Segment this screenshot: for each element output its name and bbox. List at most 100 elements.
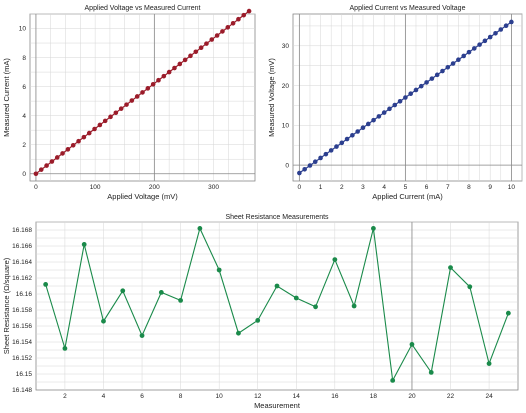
- data-point: [230, 20, 236, 26]
- data-point: [220, 29, 225, 34]
- x-tick-label: 7: [446, 184, 450, 191]
- y-tick-label: 0: [285, 162, 289, 169]
- data-point: [124, 102, 129, 107]
- x-axis-label: Measurement: [254, 401, 301, 410]
- x-tick-label: 12: [254, 393, 262, 400]
- data-point: [60, 151, 65, 156]
- data-point: [440, 68, 445, 74]
- data-point: [418, 83, 424, 89]
- data-point: [509, 19, 514, 25]
- data-point: [49, 159, 55, 164]
- y-tick-label: 16.15: [16, 371, 33, 378]
- x-tick-label: 1: [319, 184, 323, 191]
- data-point: [209, 37, 215, 42]
- y-axis-label: Measured Voltage (mV): [267, 58, 276, 137]
- data-point: [86, 130, 92, 136]
- minor-gridlines: [30, 13, 255, 181]
- x-tick-label: 5: [404, 184, 408, 191]
- data-point: [429, 76, 435, 81]
- y-tick-label: 16.154: [12, 339, 32, 346]
- data-point: [498, 27, 504, 32]
- data-point: [166, 69, 172, 75]
- data-point: [140, 90, 145, 95]
- data-point: [466, 49, 472, 55]
- x-tick-label: 9: [488, 184, 492, 191]
- data-point: [461, 53, 466, 59]
- data-point: [381, 110, 387, 115]
- data-point: [102, 118, 108, 124]
- y-tick-label: 16.152: [12, 355, 32, 362]
- y-tick-label: 0: [22, 171, 26, 178]
- data-point: [113, 110, 119, 116]
- data-point: [413, 87, 419, 93]
- data-point: [214, 33, 220, 38]
- y-tick-label: 16.162: [12, 275, 32, 282]
- data-point: [424, 80, 429, 85]
- x-tick-label: 300: [208, 184, 219, 191]
- data-point: [293, 295, 299, 301]
- data-point: [188, 53, 193, 59]
- data-point: [376, 114, 382, 119]
- data-point: [193, 49, 199, 55]
- data-point: [108, 114, 113, 120]
- data-point: [43, 282, 49, 287]
- y-tick-label: 16.166: [12, 243, 32, 250]
- data-point: [344, 136, 350, 142]
- major-gridlines: [30, 14, 255, 181]
- x-tick-label: 10: [508, 184, 516, 191]
- data-point: [76, 138, 81, 144]
- data-point: [150, 81, 156, 87]
- data-point: [302, 166, 307, 172]
- y-tick-label: 16.16: [16, 291, 33, 298]
- data-point: [450, 61, 456, 66]
- data-point: [172, 65, 177, 71]
- x-tick-label: 0: [298, 184, 302, 191]
- data-point: [403, 95, 408, 100]
- x-tick-label: 100: [90, 184, 101, 191]
- x-tick-label: 14: [293, 393, 301, 400]
- chart-title: Applied Voltage vs Measured Current: [85, 5, 201, 12]
- data-point: [339, 140, 345, 146]
- data-point: [493, 30, 498, 36]
- plot-area: [29, 13, 256, 182]
- data-point: [236, 330, 241, 336]
- data-point: [409, 342, 415, 347]
- data-point: [120, 288, 126, 294]
- y-axis-label: Sheet Resistance (Ω/square): [2, 257, 11, 354]
- data-point: [145, 86, 151, 91]
- data-point: [44, 163, 49, 168]
- y-tick-label: 16.168: [12, 227, 32, 234]
- data-point: [313, 304, 318, 310]
- chart-svg-iv: 0 100 200 300 0 2 4 6 8 10 Applied Voltage vs Meas…: [2, 5, 256, 201]
- y-tick-label: 8: [22, 55, 26, 62]
- x-axis-label: Applied Current (mA): [372, 192, 443, 201]
- data-point: [355, 129, 360, 134]
- data-point: [350, 132, 355, 138]
- data-point: [70, 142, 76, 148]
- x-tick-label: 3: [361, 184, 365, 191]
- x-tick-label: 20: [408, 393, 416, 400]
- x-tick-label: 4: [102, 393, 106, 400]
- y-tick-label: 2: [22, 142, 26, 149]
- x-tick-label: 0: [34, 184, 38, 191]
- y-tick-label: 10: [282, 123, 290, 130]
- y-tick-label: 30: [282, 43, 290, 50]
- y-axis-label: Measured Current (mA): [2, 58, 11, 137]
- data-point: [448, 265, 453, 270]
- data-point: [92, 126, 97, 132]
- data-point: [38, 167, 44, 172]
- data-point: [408, 91, 413, 97]
- data-point: [204, 41, 209, 46]
- x-tick-label: 2: [340, 184, 344, 191]
- data-point: [392, 102, 398, 108]
- data-point: [178, 298, 184, 303]
- data-point: [323, 151, 329, 157]
- data-point: [307, 163, 313, 168]
- chart-svg-rs: 2 4 6 8 10 12 14 16 18 20 22 2416.14816.1516.15216.…: [2, 214, 519, 410]
- data-point: [177, 61, 183, 67]
- y-tick-label: 4: [22, 113, 26, 120]
- y-tick-label: 10: [19, 26, 27, 33]
- y-tick-label: 20: [282, 83, 290, 90]
- data-point: [225, 25, 231, 30]
- x-tick-label: 8: [467, 184, 471, 191]
